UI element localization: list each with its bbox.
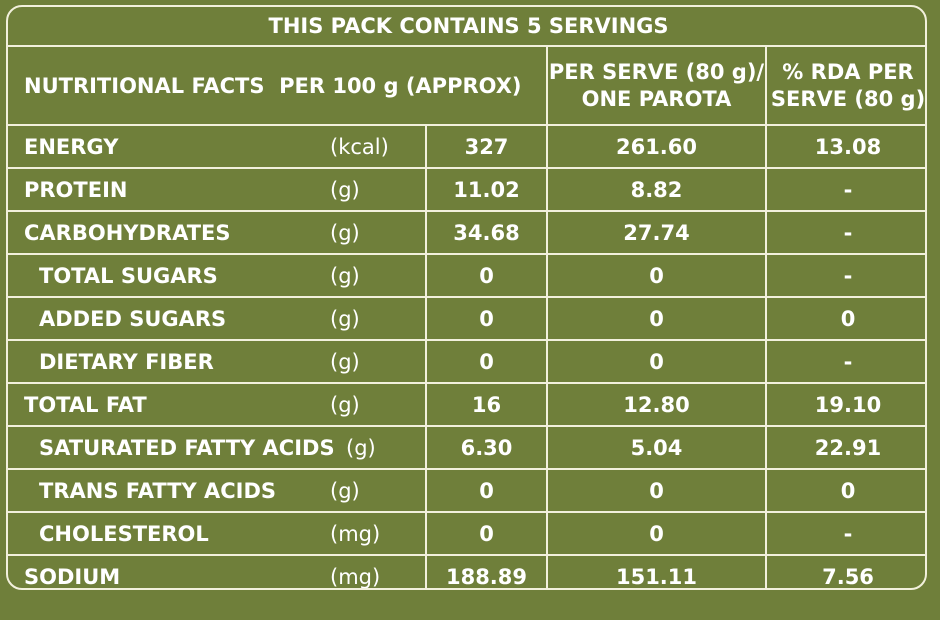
value-rda: 7.56: [764, 554, 925, 588]
table-row: ENERGY (kcal) 327 261.60 13.08: [8, 124, 925, 169]
value-per-100g: 0: [425, 339, 548, 384]
header-rda-line2: SERVE (80 g): [770, 86, 926, 111]
nutrient-name: SODIUM (mg): [8, 554, 427, 589]
value-rda: -: [764, 339, 925, 384]
nutrient-name: TOTAL FAT (g): [8, 382, 427, 427]
value-per-serve: 261.60: [546, 124, 767, 169]
value-per-100g: 0: [425, 253, 548, 298]
value-per-100g: 16: [425, 382, 548, 427]
table-row: CHOLESTEROL (mg) 0 0 -: [8, 511, 925, 556]
table-row: DIETARY FIBER (g) 0 0 -: [8, 339, 925, 384]
nutrient-unit: (g): [330, 349, 360, 374]
value-rda: 13.08: [764, 124, 925, 169]
header-rda: % RDA PER SERVE (80 g): [764, 45, 926, 126]
table-row: TOTAL SUGARS (g) 0 0 -: [8, 253, 925, 298]
value-per-100g: 11.02: [425, 167, 548, 212]
header-per-serve-line1: PER SERVE (80 g)/: [548, 59, 765, 84]
nutrient-unit: (g): [346, 435, 376, 460]
table-title: THIS PACK CONTAINS 5 SERVINGS: [8, 7, 925, 47]
nutrient-unit: (kcal): [330, 134, 389, 159]
title-row: THIS PACK CONTAINS 5 SERVINGS: [8, 7, 925, 47]
value-per-100g: 0: [425, 468, 548, 513]
value-per-serve: 0: [546, 296, 767, 341]
value-rda: -: [764, 167, 925, 212]
value-per-100g: 34.68: [425, 210, 548, 255]
header-row: NUTRITIONAL FACTS PER 100 g (APPROX) PER…: [8, 45, 926, 126]
value-per-serve: 5.04: [546, 425, 767, 470]
header-label: NUTRITIONAL FACTS PER 100 g (APPROX): [8, 45, 548, 126]
value-per-serve: 0: [546, 511, 767, 556]
nutrient-unit: (g): [330, 306, 360, 331]
value-per-100g: 188.89: [425, 554, 548, 588]
value-per-serve: 0: [546, 468, 767, 513]
value-per-serve: 0: [546, 253, 767, 298]
header-per-serve-line2: ONE PAROTA: [581, 86, 732, 111]
table-row: TOTAL FAT (g) 16 12.80 19.10: [8, 382, 925, 427]
header-per-serve: PER SERVE (80 g)/ ONE PAROTA: [546, 45, 767, 126]
value-per-serve: 27.74: [546, 210, 767, 255]
nutrient-name: TRANS FATTY ACIDS (g): [8, 468, 427, 513]
nutrient-name: ADDED SUGARS (g): [8, 296, 427, 341]
nutrient-name: DIETARY FIBER (g): [8, 339, 427, 384]
value-per-100g: 0: [425, 296, 548, 341]
nutrient-name: CARBOHYDRATES (g): [8, 210, 427, 255]
nutrient-unit: (g): [330, 263, 360, 288]
nutrition-facts-panel: THIS PACK CONTAINS 5 SERVINGS NUTRITIONA…: [6, 5, 927, 590]
nutrient-unit: (g): [330, 478, 360, 503]
nutrient-name: TOTAL SUGARS (g): [8, 253, 427, 298]
nutrient-unit: (g): [330, 220, 360, 245]
nutrient-name: CHOLESTEROL (mg): [8, 511, 427, 556]
value-per-100g: 6.30: [425, 425, 548, 470]
value-per-serve: 12.80: [546, 382, 767, 427]
nutrient-unit: (mg): [330, 521, 381, 546]
value-rda: -: [764, 253, 925, 298]
value-per-100g: 0: [425, 511, 548, 556]
value-per-serve: 0: [546, 339, 767, 384]
table-row: SATURATED FATTY ACIDS (g) 6.30 5.04 22.91: [8, 425, 925, 470]
nutrient-unit: (g): [330, 392, 360, 417]
value-rda: -: [764, 210, 925, 255]
value-rda: 19.10: [764, 382, 925, 427]
table-row: CARBOHYDRATES (g) 34.68 27.74 -: [8, 210, 925, 255]
value-rda: -: [764, 511, 925, 556]
table-row: PROTEIN (g) 11.02 8.82 -: [8, 167, 925, 212]
nutrient-name: SATURATED FATTY ACIDS (g): [8, 425, 427, 470]
value-per-serve: 151.11: [546, 554, 767, 588]
nutrition-table: THIS PACK CONTAINS 5 SERVINGS NUTRITIONA…: [8, 7, 926, 589]
table-row: ADDED SUGARS (g) 0 0 0: [8, 296, 925, 341]
value-per-100g: 327: [425, 124, 548, 169]
value-rda: 0: [764, 296, 925, 341]
header-rda-line1: % RDA PER: [782, 59, 914, 84]
table-row: SODIUM (mg) 188.89 151.11 7.56: [8, 554, 925, 589]
nutrient-name: ENERGY (kcal): [8, 124, 427, 169]
value-rda: 0: [764, 468, 925, 513]
nutrient-name: PROTEIN (g): [8, 167, 427, 212]
nutrient-unit: (mg): [330, 565, 381, 589]
value-rda: 22.91: [764, 425, 925, 470]
table-row: TRANS FATTY ACIDS (g) 0 0 0: [8, 468, 925, 513]
nutrient-unit: (g): [330, 177, 360, 202]
value-per-serve: 8.82: [546, 167, 767, 212]
